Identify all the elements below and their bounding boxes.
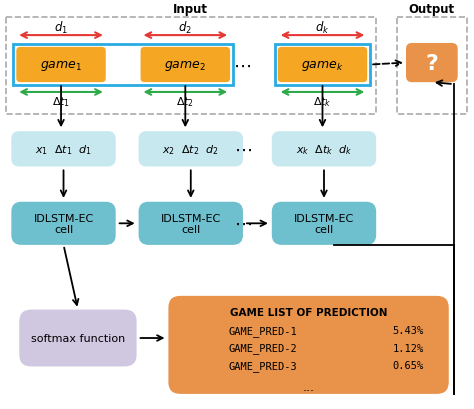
FancyBboxPatch shape [138, 132, 243, 167]
Text: 5.43%: 5.43% [392, 326, 424, 335]
FancyBboxPatch shape [406, 44, 458, 83]
Text: $\Delta t_1$: $\Delta t_1$ [52, 94, 70, 108]
FancyBboxPatch shape [19, 310, 137, 366]
Text: $\cdots$: $\cdots$ [234, 215, 252, 233]
Text: Input: Input [173, 4, 208, 16]
FancyBboxPatch shape [11, 202, 116, 245]
Text: $d_k$: $d_k$ [315, 20, 330, 36]
Bar [13, 45, 233, 86]
Text: $x_k\ \ \Delta t_k\ \ d_k$: $x_k\ \ \Delta t_k\ \ d_k$ [296, 143, 352, 156]
Text: $x_2\ \ \Delta t_2\ \ d_2$: $x_2\ \ \Delta t_2\ \ d_2$ [162, 143, 219, 156]
Text: GAME_PRED-3: GAME_PRED-3 [228, 360, 297, 371]
Text: GAME_PRED-1: GAME_PRED-1 [228, 325, 297, 336]
Text: GAME LIST OF PREDICTION: GAME LIST OF PREDICTION [230, 307, 387, 317]
Text: $d_2$: $d_2$ [178, 20, 192, 36]
FancyBboxPatch shape [272, 202, 376, 245]
Text: softmax function: softmax function [31, 333, 125, 343]
Text: 0.65%: 0.65% [392, 361, 424, 371]
Text: $\cdots$: $\cdots$ [234, 140, 252, 158]
FancyBboxPatch shape [272, 132, 376, 167]
Text: $x_1\ \ \Delta t_1\ \ d_1$: $x_1\ \ \Delta t_1\ \ d_1$ [35, 143, 92, 156]
FancyBboxPatch shape [168, 296, 449, 394]
Text: IDLSTM-EC
cell: IDLSTM-EC cell [161, 213, 221, 234]
Text: 1.12%: 1.12% [392, 343, 424, 353]
Text: $\Delta t_k$: $\Delta t_k$ [313, 94, 332, 108]
Text: ...: ... [302, 380, 315, 393]
Text: $d_1$: $d_1$ [54, 20, 68, 36]
FancyBboxPatch shape [11, 132, 116, 167]
Text: IDLSTM-EC
cell: IDLSTM-EC cell [33, 213, 94, 234]
Text: $game_k$: $game_k$ [301, 58, 344, 72]
FancyBboxPatch shape [141, 48, 230, 83]
Bar [397, 18, 466, 114]
Text: GAME_PRED-2: GAME_PRED-2 [228, 342, 297, 353]
Text: $\Delta t_2$: $\Delta t_2$ [176, 94, 194, 108]
Bar [275, 45, 370, 86]
Text: ?: ? [425, 54, 438, 73]
Text: IDLSTM-EC
cell: IDLSTM-EC cell [294, 213, 354, 234]
FancyBboxPatch shape [16, 48, 106, 83]
Bar [6, 18, 376, 114]
FancyBboxPatch shape [138, 202, 243, 245]
Text: $\cdots$: $\cdots$ [233, 56, 251, 74]
Text: $game_2$: $game_2$ [164, 58, 206, 72]
Text: $game_1$: $game_1$ [40, 58, 82, 72]
FancyBboxPatch shape [278, 48, 367, 83]
Text: Output: Output [409, 4, 455, 16]
